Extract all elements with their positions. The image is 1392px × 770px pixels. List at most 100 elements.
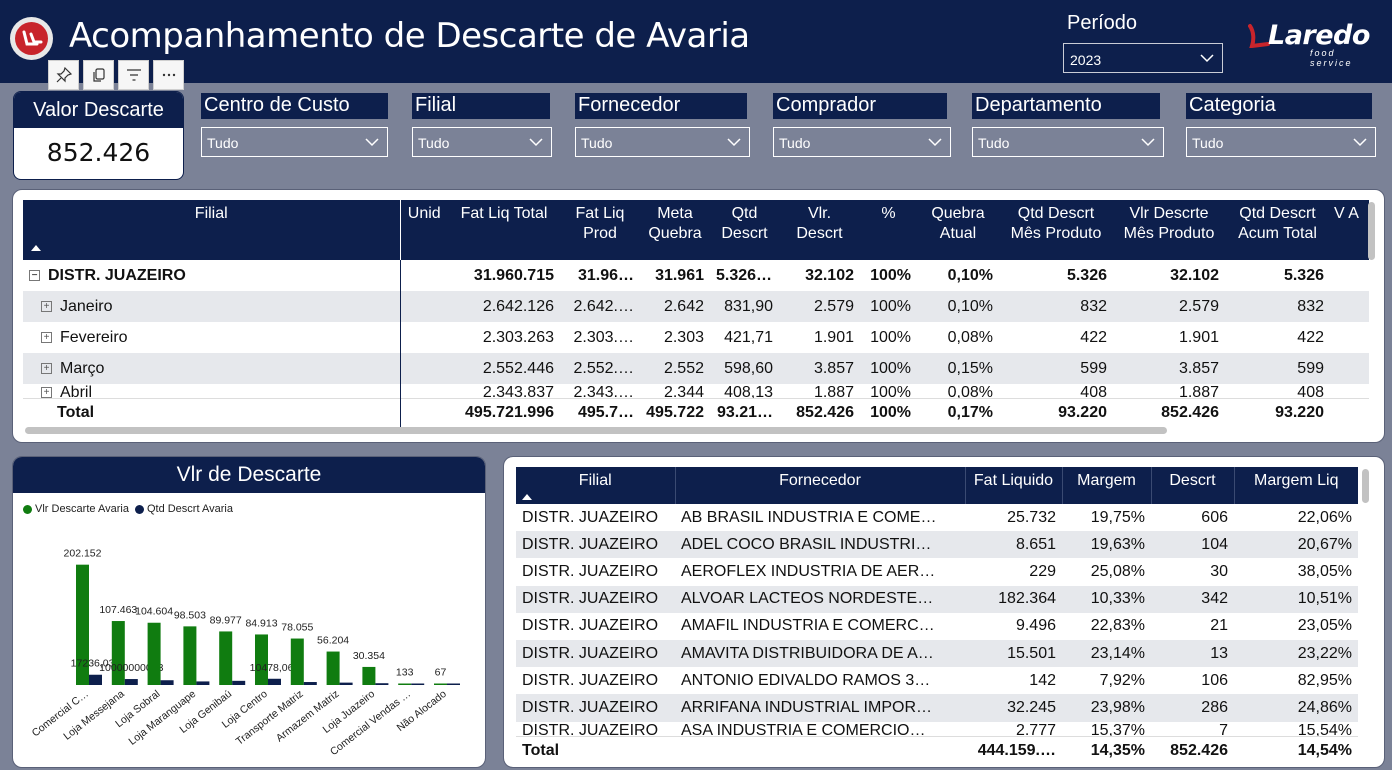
cell-fat-liq-prod: 31.96… [577, 266, 634, 284]
bar-vlr-10[interactable] [434, 683, 447, 686]
cell-quebra-atual: 0,08% [947, 384, 993, 398]
matrix-row-month[interactable]: + Março 2.552.446 2.552.… 2.552 598,60 3.… [23, 353, 1369, 384]
bar-qtd-3[interactable] [196, 681, 210, 685]
legend-item-vlr[interactable]: Vlr Descarte Avaria [23, 503, 129, 515]
supplier-row[interactable]: DISTR. JUAZEIRO AMAFIL INDUSTRIA E COMERC… [516, 613, 1358, 640]
bar-qtd-6[interactable] [303, 682, 317, 685]
bar-vlr-1[interactable] [111, 621, 125, 685]
bar-vlr-2[interactable] [147, 622, 161, 685]
slicer-label: Centro de Custo [201, 93, 388, 119]
cell-margem-liq: 10,51% [1297, 590, 1352, 608]
expand-icon[interactable]: + [41, 331, 52, 343]
matrix-panel: Filial Unid Fat Liq Total Fat Liq Prod M… [12, 189, 1385, 443]
bar-qtd-2[interactable] [160, 680, 174, 685]
matrix-horizontal-scrollbar[interactable] [25, 427, 1167, 434]
supplier-row[interactable]: DISTR. JUAZEIRO ADEL COCO BRASIL INDUSTRI… [516, 531, 1358, 559]
bar-qtd-9[interactable] [411, 683, 425, 686]
slicer-dropdown[interactable]: Tudo [773, 127, 951, 157]
column-header-filial[interactable]: Filial [23, 200, 400, 260]
slicer-dropdown[interactable]: Tudo [972, 127, 1164, 157]
supplier-row[interactable]: DISTR. JUAZEIRO ALVOAR LACTEOS NORDESTE… 1… [516, 585, 1358, 613]
supplier-row[interactable]: DISTR. JUAZEIRO AMAVITA DISTRIBUIDORA DE … [516, 639, 1358, 668]
supplier-row[interactable]: DISTR. JUAZEIRO AB BRASIL INDUSTRIA E COM… [516, 504, 1358, 531]
slicer-dropdown[interactable]: Tudo [201, 127, 388, 157]
matrix-row-month[interactable]: + Abril 2.343.837 2.343.… 2.344 408,13 1.… [23, 384, 1369, 399]
cell-margem: 15,37% [1090, 721, 1145, 736]
column-header-unid[interactable]: Unid [399, 200, 448, 260]
column-header-meta-quebra[interactable]: Meta Quebra [640, 200, 710, 260]
supplier-row[interactable]: DISTR. JUAZEIRO ANTONIO EDIVALDO RAMOS 3…… [516, 667, 1358, 694]
cell-unid [399, 398, 448, 427]
matrix-row-group[interactable]: − DISTR. JUAZEIRO 31.960.715 31.96… 31.96… [23, 260, 1369, 291]
column-header-vlr-descrt[interactable]: Vlr. Descrt [779, 200, 860, 260]
column-header-qtd-descrt-acum[interactable]: Qtd Descrt Acum Total [1225, 200, 1330, 260]
column-header-vlr-descrte-mes[interactable]: Vlr Descrte Mês Produto [1113, 200, 1225, 260]
slicer-dropdown[interactable]: Tudo [412, 127, 552, 157]
cell-percent: 100% [870, 384, 911, 398]
cell-descrt: 106 [1201, 671, 1228, 689]
bar-qtd-1[interactable] [124, 679, 138, 685]
bar-qtd-5[interactable] [268, 678, 281, 685]
row-label: Março [60, 359, 105, 377]
column-header-fat-liq-prod[interactable]: Fat Liq Prod [560, 200, 640, 260]
column-header-percent[interactable]: % [860, 200, 917, 260]
bar-vlr-0[interactable] [76, 564, 89, 685]
legend-item-qtd[interactable]: Qtd Descrt Avaria [134, 503, 233, 515]
column-header-margem[interactable]: Margem [1061, 467, 1151, 504]
bar-vlr-4[interactable] [219, 631, 233, 685]
matrix-row-month[interactable]: + Fevereiro 2.303.263 2.303.… 2.303 421,7… [23, 322, 1369, 353]
supplier-row[interactable]: DISTR. JUAZEIRO AEROFLEX INDUSTRIA DE AER… [516, 558, 1358, 585]
column-header-margem-liq[interactable]: Margem Liq [1233, 467, 1358, 504]
supplier-vertical-scrollbar[interactable] [1362, 469, 1369, 503]
cell-margem-liq: 24,86% [1297, 698, 1352, 716]
bar-vlr-6[interactable] [290, 638, 304, 685]
cell-unid [399, 260, 448, 291]
cell-fornecedor [675, 736, 965, 766]
bar-vlr-7[interactable] [326, 651, 340, 685]
row-label: Fevereiro [60, 328, 128, 346]
column-header-truncated[interactable]: V A [1330, 200, 1369, 260]
column-header-descrt[interactable]: Descrt [1150, 467, 1234, 504]
filter-button[interactable] [118, 60, 149, 90]
expand-icon[interactable]: + [41, 362, 52, 374]
periodo-dropdown[interactable]: 2023 [1063, 43, 1223, 73]
column-header-fornecedor[interactable]: Fornecedor [674, 467, 965, 504]
data-label: 98.503 [174, 609, 206, 621]
supplier-row[interactable]: DISTR. JUAZEIRO ASA INDUSTRIA E COMERCIO…… [516, 722, 1358, 737]
slicer-dropdown[interactable]: Tudo [1186, 127, 1376, 157]
slicer-dropdown[interactable]: Tudo [575, 127, 750, 157]
column-header-quebra-atual[interactable]: Quebra Atual [917, 200, 999, 260]
matrix-header-row: Filial Unid Fat Liq Total Fat Liq Prod M… [23, 200, 1369, 260]
bar-vlr-8[interactable] [362, 666, 376, 685]
bar-qtd-0[interactable] [89, 674, 102, 685]
cell-qtd-descrt-mes: 422 [1080, 328, 1107, 346]
copy-button[interactable] [83, 60, 114, 90]
bar-qtd-10[interactable] [447, 683, 460, 686]
slicer-fornecedor: Fornecedor Tudo [575, 93, 750, 157]
bar-vlr-5[interactable] [255, 634, 268, 685]
bar-qtd-7[interactable] [339, 682, 353, 685]
column-header-qtd-descrt-mes[interactable]: Qtd Descrt Mês Produto [999, 200, 1113, 260]
matrix-vertical-scrollbar[interactable] [1368, 202, 1375, 260]
column-header-filial[interactable]: Filial [516, 467, 675, 504]
chevron-down-icon [529, 138, 543, 147]
more-options-button[interactable] [153, 60, 184, 90]
collapse-icon[interactable]: − [29, 269, 40, 281]
cell-fornecedor: AMAFIL INDUSTRIA E COMERC… [681, 617, 935, 635]
cell-vlr-descrt: 1.887 [813, 384, 854, 398]
column-header-fat-liquido[interactable]: Fat Liquido [964, 467, 1062, 504]
column-header-qtd-descrt[interactable]: Qtd Descrt [710, 200, 779, 260]
bar-vlr-3[interactable] [183, 626, 197, 685]
pin-icon [56, 67, 72, 83]
bar-qtd-4[interactable] [232, 680, 246, 685]
bar-qtd-8[interactable] [375, 683, 389, 685]
pin-button[interactable] [48, 60, 79, 90]
cell-descrt: 7 [1219, 721, 1228, 736]
supplier-row[interactable]: DISTR. JUAZEIRO ARRIFANA INDUSTRIAL IMPOR… [516, 694, 1358, 722]
expand-icon[interactable]: + [41, 300, 52, 312]
column-header-fat-liq-total[interactable]: Fat Liq Total [448, 200, 560, 260]
bar-vlr-9[interactable] [398, 683, 412, 686]
expand-icon[interactable]: + [41, 387, 52, 398]
matrix-row-month[interactable]: + Janeiro 2.642.126 2.642.… 2.642 831,90 … [23, 291, 1369, 322]
